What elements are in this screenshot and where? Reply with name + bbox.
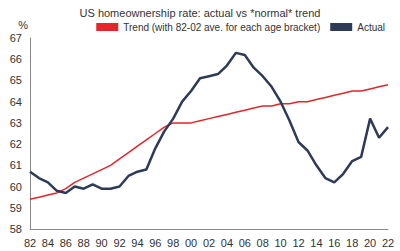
svg-text:06: 06 <box>239 237 251 249</box>
svg-text:00: 00 <box>185 237 197 249</box>
svg-text:18: 18 <box>346 237 358 249</box>
svg-text:%: % <box>18 19 28 31</box>
svg-text:Actual: Actual <box>357 22 385 33</box>
svg-text:14: 14 <box>310 237 322 249</box>
svg-text:04: 04 <box>221 237 233 249</box>
svg-text:US homeownership rate: actual: US homeownership rate: actual vs *normal… <box>80 7 321 19</box>
svg-text:88: 88 <box>78 237 90 249</box>
svg-text:Trend (with 82-02 ave. for eac: Trend (with 82-02 ave. for each age brac… <box>123 22 320 33</box>
svg-text:63: 63 <box>10 117 22 129</box>
svg-text:65: 65 <box>10 74 22 86</box>
svg-text:59: 59 <box>10 202 22 214</box>
svg-text:58: 58 <box>10 223 22 235</box>
svg-text:98: 98 <box>167 237 179 249</box>
svg-text:60: 60 <box>10 181 22 193</box>
svg-text:67: 67 <box>10 32 22 44</box>
svg-text:16: 16 <box>328 237 340 249</box>
svg-text:96: 96 <box>149 237 161 249</box>
svg-text:10: 10 <box>274 237 286 249</box>
svg-text:94: 94 <box>131 237 143 249</box>
svg-text:12: 12 <box>292 237 304 249</box>
svg-text:66: 66 <box>10 53 22 65</box>
svg-text:92: 92 <box>113 237 125 249</box>
svg-text:61: 61 <box>10 159 22 171</box>
svg-text:62: 62 <box>10 138 22 150</box>
svg-text:22: 22 <box>382 237 394 249</box>
svg-text:64: 64 <box>10 96 22 108</box>
svg-text:08: 08 <box>257 237 269 249</box>
svg-text:20: 20 <box>364 237 376 249</box>
svg-text:84: 84 <box>42 237 54 249</box>
svg-text:90: 90 <box>95 237 107 249</box>
svg-text:86: 86 <box>60 237 72 249</box>
svg-text:02: 02 <box>203 237 215 249</box>
svg-text:82: 82 <box>24 237 36 249</box>
